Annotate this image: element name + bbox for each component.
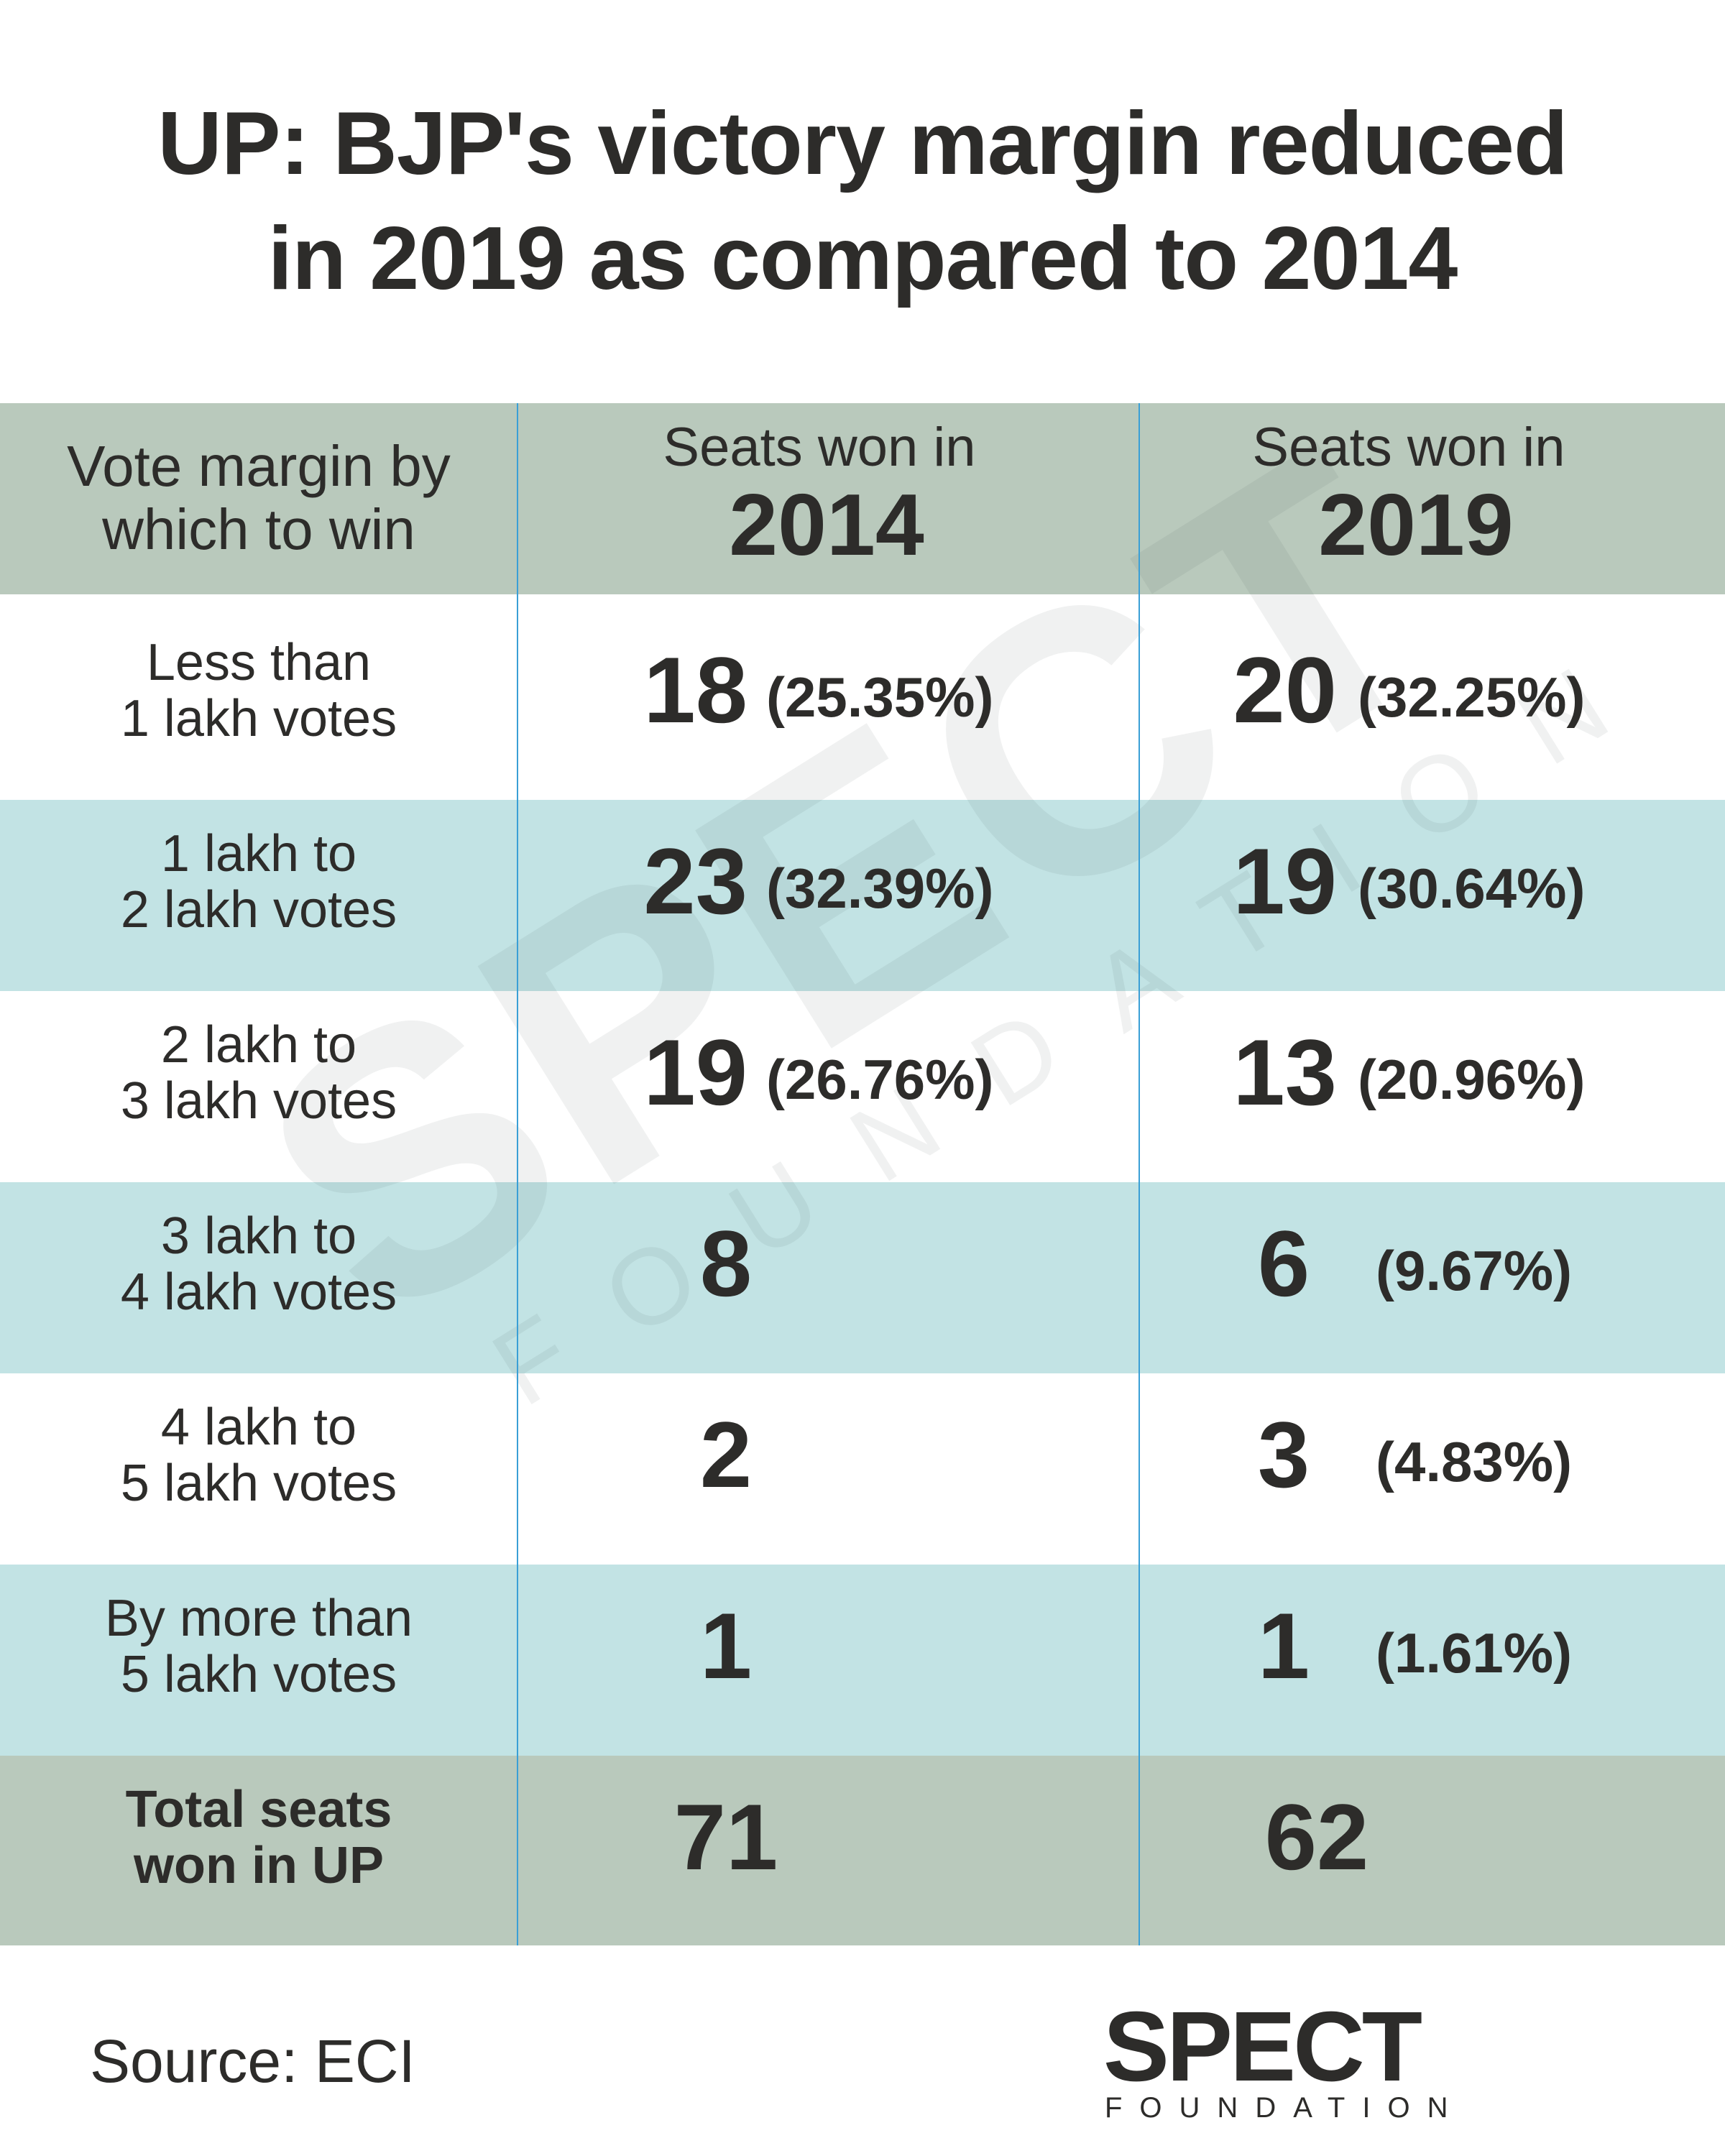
seats-2019: 19 [1233, 829, 1337, 934]
row-bg-5 [0, 1373, 1725, 1565]
percent-2014: (32.39%) [766, 857, 994, 920]
seats-2019: 3 [1257, 1402, 1310, 1507]
percent-2019: (20.96%) [1358, 1048, 1586, 1111]
header-text: Seats won in [663, 417, 976, 478]
percent-2019: (30.64%) [1358, 857, 1586, 920]
header-row-bg [0, 403, 1725, 594]
seats-2014: 1 [699, 1593, 753, 1698]
margin-label: 3 lakh to 4 lakh votes [0, 1208, 518, 1320]
label-line: Total seats [125, 1781, 392, 1838]
margin-label: Less than 1 lakh votes [0, 635, 518, 747]
percent-2019: (32.25%) [1358, 665, 1586, 729]
header-2019: Seats won in 2019 [1150, 417, 1668, 571]
column-divider [517, 403, 518, 1945]
page-title: UP: BJP's victory margin reduced in 2019… [0, 86, 1725, 316]
header-text: Vote margin by [67, 434, 451, 498]
label-line: 2 lakh votes [120, 881, 397, 939]
seats-2014: 71 [673, 1784, 778, 1889]
row-bg-4 [0, 1182, 1725, 1373]
source-note: Source: ECI [90, 2027, 415, 2095]
seats-2014: 23 [643, 829, 748, 934]
row-bg-6 [0, 1565, 1725, 1756]
margin-label: Total seats won in UP [0, 1782, 518, 1894]
header-text: Seats won in [1252, 417, 1565, 478]
seats-2014: 19 [643, 1020, 748, 1125]
label-line: 3 lakh to [160, 1207, 357, 1265]
label-line: 5 lakh votes [120, 1455, 397, 1512]
header-2014: Seats won in 2014 [518, 417, 1121, 571]
seats-2019: 6 [1257, 1211, 1310, 1316]
label-line: 2 lakh to [160, 1016, 357, 1074]
margin-label: 1 lakh to 2 lakh votes [0, 826, 518, 938]
seats-2014: 18 [643, 637, 748, 742]
label-line: 1 lakh votes [120, 690, 397, 747]
margin-label: 4 lakh to 5 lakh votes [0, 1399, 518, 1511]
label-line: 1 lakh to [160, 825, 357, 883]
table-row: 4 lakh to 5 lakh votes 2 3 (4.83%) [0, 1359, 1725, 1550]
header-year: 2019 [1318, 476, 1514, 573]
table-row: Less than 1 lakh votes 18 (25.35%) 20 (32.… [0, 594, 1725, 786]
percent-2019: (1.61%) [1376, 1621, 1573, 1685]
margin-label: 2 lakh to 3 lakh votes [0, 1017, 518, 1129]
total-row: Total seats won in UP 71 62 [0, 1741, 1725, 1932]
margin-label: By more than 5 lakh votes [0, 1590, 518, 1703]
table-row: 2 lakh to 3 lakh votes 19 (26.76%) 13 (20.… [0, 977, 1725, 1168]
table-row: 3 lakh to 4 lakh votes 8 6 (9.67%) [0, 1168, 1725, 1359]
column-divider [1138, 403, 1140, 1945]
seats-2014: 2 [699, 1402, 753, 1507]
logo-text: SPECT [1103, 1991, 1422, 2102]
percent-2014: (25.35%) [766, 665, 994, 729]
spect-foundation-logo: SPECT FOUNDATION [1089, 1991, 1466, 2126]
label-line: 5 lakh votes [120, 1646, 397, 1703]
row-bg-2 [0, 800, 1725, 991]
label-line: won in UP [134, 1837, 384, 1894]
percent-2019: (4.83%) [1376, 1430, 1573, 1493]
logo-subtext: FOUNDATION [1105, 2092, 1466, 2124]
header-text: which to win [102, 497, 415, 561]
label-line: 4 lakh to [160, 1399, 357, 1456]
seats-2014: 8 [699, 1211, 753, 1316]
title-line-2: in 2019 as compared to 2014 [267, 209, 1458, 308]
percent-2019: (9.67%) [1376, 1239, 1573, 1302]
seats-2019: 1 [1257, 1593, 1310, 1698]
header-margin: Vote margin by which to win [0, 435, 518, 561]
label-line: By more than [104, 1590, 413, 1647]
row-bg-1 [0, 594, 1725, 786]
table-row: 1 lakh to 2 lakh votes 23 (32.39%) 19 (30.… [0, 786, 1725, 977]
label-line: 3 lakh votes [120, 1072, 397, 1130]
table-row: By more than 5 lakh votes 1 1 (1.61%) [0, 1550, 1725, 1741]
title-line-1: UP: BJP's victory margin reduced [157, 94, 1568, 193]
label-line: 4 lakh votes [120, 1263, 397, 1321]
label-line: Less than [146, 634, 372, 691]
total-row-bg [0, 1756, 1725, 1945]
seats-2019: 62 [1264, 1784, 1369, 1889]
seats-2019: 20 [1233, 637, 1337, 742]
percent-2014: (26.76%) [766, 1048, 994, 1111]
row-bg-3 [0, 991, 1725, 1182]
seats-2019: 13 [1233, 1020, 1337, 1125]
header-year: 2014 [729, 476, 924, 573]
